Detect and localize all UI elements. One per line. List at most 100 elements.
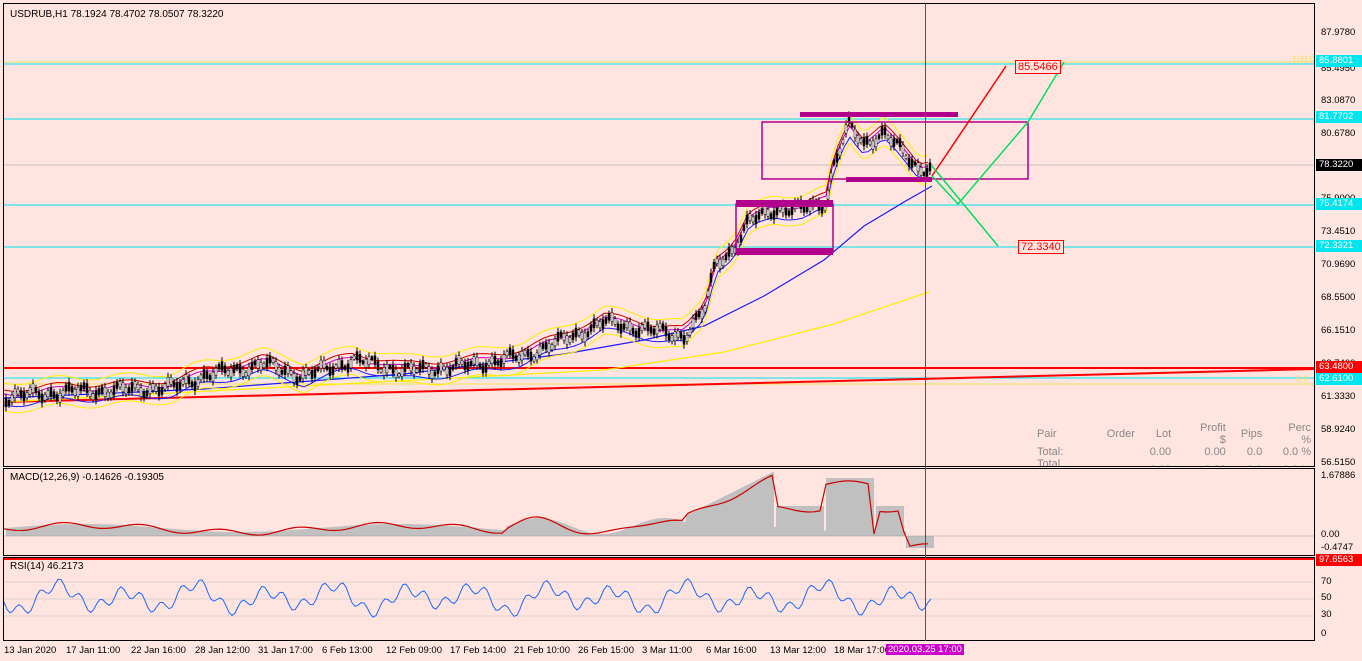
macd-histogram-bar	[754, 481, 756, 536]
candle-body	[538, 345, 542, 356]
macd-panel[interactable]: MACD(12,26,9) -0.14626 -0.19305	[3, 468, 1315, 556]
macd-histogram-bar	[168, 528, 170, 536]
candle-body	[289, 370, 293, 375]
candle-body	[676, 330, 680, 338]
stats-cell: 0.00	[1174, 458, 1229, 466]
candle-body	[775, 207, 779, 216]
macd-histogram-bar	[426, 524, 428, 536]
candle-body	[580, 332, 584, 340]
macd-histogram-bar	[148, 526, 150, 536]
macd-histogram-bar	[262, 531, 264, 536]
macd-histogram-bar	[192, 530, 194, 536]
candle-body	[625, 321, 629, 329]
price-tick: 80.6780	[1321, 128, 1356, 139]
macd-histogram-bar	[404, 524, 406, 536]
macd-histogram-bar	[522, 520, 524, 536]
fib-bottom-label: 0.0	[1296, 374, 1309, 384]
candle-body	[112, 385, 116, 396]
price-chart-panel[interactable]: USDRUB,H1 78.1924 78.4702 78.0507 78.322…	[3, 3, 1315, 467]
price-tag-support: 75.4174	[1316, 198, 1362, 210]
macd-histogram-bar	[454, 526, 456, 536]
candle-body	[115, 382, 119, 389]
candle-body	[268, 355, 272, 364]
yellow-ma-line	[4, 291, 930, 403]
macd-histogram-bar	[72, 524, 74, 536]
macd-histogram-bar	[234, 531, 236, 536]
macd-histogram-bar	[82, 524, 84, 536]
macd-histogram-bar	[630, 526, 632, 536]
macd-histogram-bar	[376, 524, 378, 536]
candle-body	[868, 140, 872, 146]
candle-body	[142, 391, 146, 399]
candle-body	[94, 390, 98, 401]
candle-body	[442, 365, 446, 371]
macd-histogram-bar	[366, 524, 368, 536]
candle-body	[208, 374, 212, 381]
rsi-axis[interactable]: 97.6563 70 50 30 0	[1316, 554, 1362, 641]
candle-body	[334, 364, 338, 369]
time-label: 31 Jan 17:00	[258, 645, 313, 656]
stats-row-total: Total: 0.00 0.00 0.0 0.0 %	[1034, 446, 1314, 458]
macd-histogram-bar	[818, 506, 820, 536]
candle-body	[328, 366, 332, 376]
macd-histogram-bar	[260, 531, 262, 536]
macd-histogram-bar	[768, 474, 770, 536]
macd-histogram-bar	[790, 506, 792, 536]
candle-body	[199, 374, 203, 381]
macd-histogram-bar	[6, 527, 8, 536]
candle-body	[430, 369, 434, 379]
candle-body	[394, 369, 398, 378]
macd-histogram-bar	[726, 495, 728, 536]
macd-histogram-bar	[886, 506, 888, 536]
candle-body	[724, 254, 728, 261]
macd-histogram-bar	[898, 506, 900, 536]
time-axis[interactable]: 13 Jan 2020 17 Jan 11:00 22 Jan 16:00 28…	[0, 641, 1316, 661]
cursor-time-label: 2020.03.25 17:00	[886, 644, 964, 655]
macd-histogram-bar	[18, 526, 20, 536]
candle-body	[838, 147, 842, 156]
macd-histogram-bar	[770, 473, 772, 536]
candle-body	[622, 323, 626, 330]
macd-histogram-bar	[712, 502, 714, 536]
macd-histogram-bar	[668, 518, 670, 536]
candle-body	[559, 331, 563, 338]
macd-histogram-bar	[612, 532, 614, 536]
macd-histogram-bar	[250, 531, 252, 536]
candle-body	[517, 354, 521, 363]
macd-histogram-bar	[706, 505, 708, 536]
price-tag-fib-bottom: 62.6100	[1316, 373, 1362, 385]
candle-body	[829, 172, 833, 181]
macd-histogram-bar	[688, 514, 690, 536]
time-cursor-line[interactable]	[925, 3, 926, 641]
macd-histogram-bar	[656, 518, 658, 536]
macd-histogram-bar	[92, 524, 94, 536]
rsi-panel[interactable]: RSI(14) 46.2173	[3, 557, 1315, 641]
macd-histogram-bar	[170, 528, 172, 536]
price-tick: 58.9240	[1321, 424, 1356, 435]
candle-body	[463, 362, 467, 371]
macd-axis[interactable]: 1.67886 0.00 -0.4747	[1316, 468, 1362, 556]
macd-histogram-bar	[396, 524, 398, 536]
candle-body	[565, 335, 569, 345]
macd-histogram-bar	[792, 506, 794, 536]
macd-histogram-bar	[590, 532, 592, 536]
stats-row-total-today: Total today: 0.00 0.00 0.0 0.0 %	[1034, 458, 1314, 466]
macd-histogram-bar	[918, 536, 920, 548]
candle-body	[157, 386, 161, 397]
macd-histogram-bar	[318, 528, 320, 536]
price-tick: 85.4950	[1321, 63, 1356, 74]
macd-histogram-bar	[120, 525, 122, 536]
candle-body	[49, 387, 53, 397]
macd-histogram-bar	[30, 526, 32, 536]
price-tick: 56.5150	[1321, 457, 1356, 468]
macd-histogram-bar	[162, 528, 164, 536]
candle-body	[409, 362, 413, 372]
macd-histogram-bar	[526, 519, 528, 536]
macd-histogram-bar	[342, 526, 344, 536]
macd-histogram-bar	[38, 525, 40, 536]
macd-histogram-bar	[12, 527, 14, 536]
macd-histogram-bar	[304, 529, 306, 536]
price-axis[interactable]: 87.9780 85.4950 83.0870 80.6780 75.9000 …	[1316, 3, 1362, 468]
macd-histogram-bar	[928, 536, 930, 548]
macd-histogram-bar	[128, 525, 130, 536]
